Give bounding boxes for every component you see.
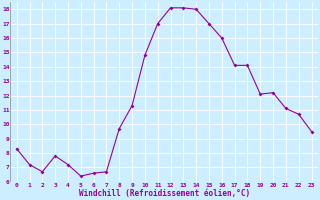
X-axis label: Windchill (Refroidissement éolien,°C): Windchill (Refroidissement éolien,°C) — [78, 189, 250, 198]
